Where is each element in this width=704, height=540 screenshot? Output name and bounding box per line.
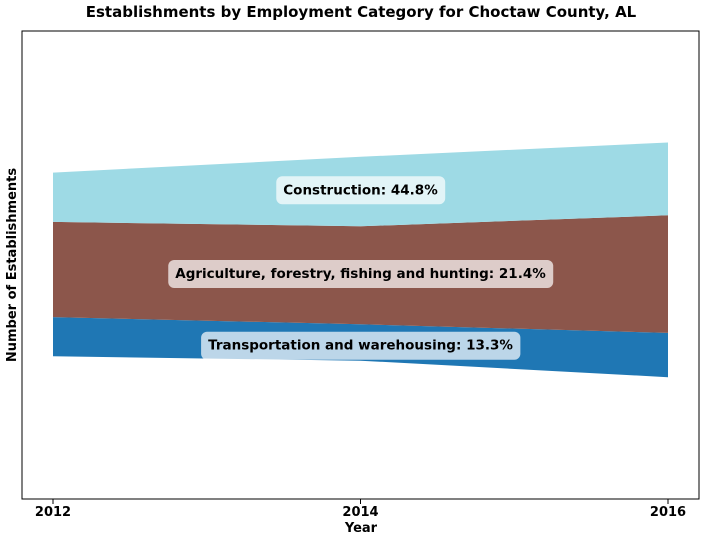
- x-axis-label: Year: [344, 521, 378, 536]
- annotation-label: Transportation and warehousing: 13.3%: [208, 338, 513, 354]
- x-tick-label: 2014: [342, 505, 378, 520]
- y-axis-label: Number of Establishments: [5, 168, 20, 363]
- chart-title: Establishments by Employment Category fo…: [86, 3, 637, 21]
- annotation-label: Construction: 44.8%: [283, 182, 438, 198]
- annotation-agriculture-forestry-fishing-and-hunting: Agriculture, forestry, fishing and hunti…: [168, 259, 554, 288]
- annotations: Transportation and warehousing: 13.3% Agr…: [168, 176, 554, 360]
- annotation-construction: Construction: 44.8%: [276, 176, 446, 205]
- annotation-transportation-and-warehousing: Transportation and warehousing: 13.3%: [201, 331, 521, 360]
- x-tick-label: 2016: [650, 505, 686, 520]
- annotation-box: [168, 259, 554, 288]
- x-axis-ticks: 2012 2014 2016: [35, 499, 686, 520]
- annotation-box: [276, 176, 446, 205]
- annotation-label: Agriculture, forestry, fishing and hunti…: [175, 266, 546, 282]
- annotation-box: [201, 331, 521, 360]
- x-tick-label: 2012: [35, 505, 71, 520]
